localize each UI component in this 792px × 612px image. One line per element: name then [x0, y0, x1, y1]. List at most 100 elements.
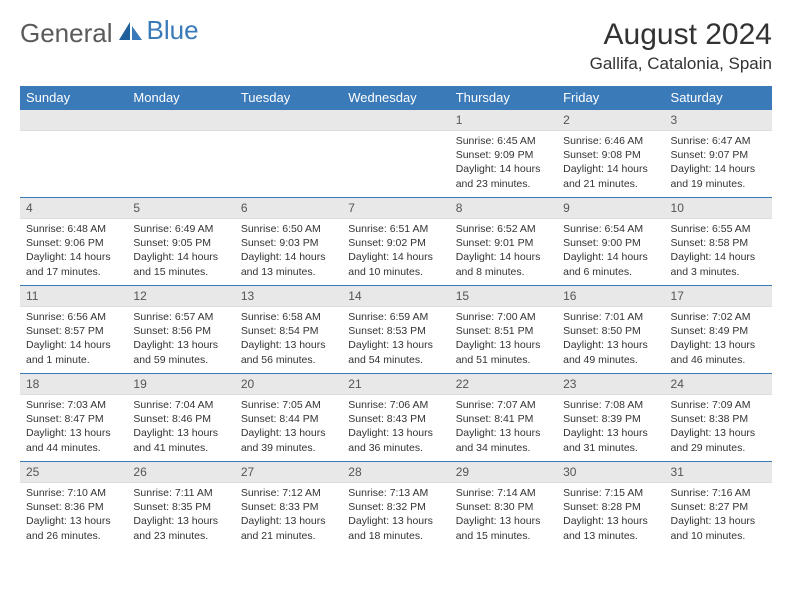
day-number: 16	[557, 286, 664, 307]
day-number: 25	[20, 462, 127, 483]
sunrise-line: Sunrise: 6:51 AM	[348, 222, 443, 236]
sunrise-line: Sunrise: 7:00 AM	[456, 310, 551, 324]
day-number: 1	[450, 110, 557, 131]
empty-day-num	[20, 110, 127, 131]
day-body: Sunrise: 6:50 AMSunset: 9:03 PMDaylight:…	[235, 219, 342, 283]
day-body: Sunrise: 7:06 AMSunset: 8:43 PMDaylight:…	[342, 395, 449, 459]
sunset-line: Sunset: 8:38 PM	[671, 412, 766, 426]
day-body: Sunrise: 7:11 AMSunset: 8:35 PMDaylight:…	[127, 483, 234, 547]
daylight-line: Daylight: 13 hours and 49 minutes.	[563, 338, 658, 366]
day-cell: 18Sunrise: 7:03 AMSunset: 8:47 PMDayligh…	[20, 374, 127, 462]
daylight-line: Daylight: 13 hours and 15 minutes.	[456, 514, 551, 542]
calendar-row: 1Sunrise: 6:45 AMSunset: 9:09 PMDaylight…	[20, 110, 772, 198]
daylight-line: Daylight: 14 hours and 8 minutes.	[456, 250, 551, 278]
day-number: 21	[342, 374, 449, 395]
sunset-line: Sunset: 8:51 PM	[456, 324, 551, 338]
sunset-line: Sunset: 9:00 PM	[563, 236, 658, 250]
dow-saturday: Saturday	[665, 86, 772, 110]
sunset-line: Sunset: 8:46 PM	[133, 412, 228, 426]
sunset-line: Sunset: 9:03 PM	[241, 236, 336, 250]
daylight-line: Daylight: 14 hours and 23 minutes.	[456, 162, 551, 190]
day-number: 26	[127, 462, 234, 483]
day-number: 27	[235, 462, 342, 483]
day-cell: 28Sunrise: 7:13 AMSunset: 8:32 PMDayligh…	[342, 462, 449, 550]
daylight-line: Daylight: 13 hours and 51 minutes.	[456, 338, 551, 366]
daylight-line: Daylight: 13 hours and 18 minutes.	[348, 514, 443, 542]
sunrise-line: Sunrise: 6:56 AM	[26, 310, 121, 324]
sunset-line: Sunset: 8:39 PM	[563, 412, 658, 426]
daylight-line: Daylight: 13 hours and 34 minutes.	[456, 426, 551, 454]
day-body: Sunrise: 7:16 AMSunset: 8:27 PMDaylight:…	[665, 483, 772, 547]
day-body: Sunrise: 6:52 AMSunset: 9:01 PMDaylight:…	[450, 219, 557, 283]
day-number: 4	[20, 198, 127, 219]
daylight-line: Daylight: 13 hours and 46 minutes.	[671, 338, 766, 366]
sunrise-line: Sunrise: 7:10 AM	[26, 486, 121, 500]
day-body: Sunrise: 6:59 AMSunset: 8:53 PMDaylight:…	[342, 307, 449, 371]
day-cell	[20, 110, 127, 198]
day-cell: 31Sunrise: 7:16 AMSunset: 8:27 PMDayligh…	[665, 462, 772, 550]
daylight-line: Daylight: 14 hours and 21 minutes.	[563, 162, 658, 190]
day-number: 29	[450, 462, 557, 483]
sunset-line: Sunset: 9:02 PM	[348, 236, 443, 250]
dow-wednesday: Wednesday	[342, 86, 449, 110]
day-body: Sunrise: 6:46 AMSunset: 9:08 PMDaylight:…	[557, 131, 664, 195]
day-cell: 27Sunrise: 7:12 AMSunset: 8:33 PMDayligh…	[235, 462, 342, 550]
day-number: 7	[342, 198, 449, 219]
sunrise-line: Sunrise: 7:04 AM	[133, 398, 228, 412]
day-body: Sunrise: 6:51 AMSunset: 9:02 PMDaylight:…	[342, 219, 449, 283]
day-cell: 3Sunrise: 6:47 AMSunset: 9:07 PMDaylight…	[665, 110, 772, 198]
daylight-line: Daylight: 14 hours and 3 minutes.	[671, 250, 766, 278]
day-body: Sunrise: 6:45 AMSunset: 9:09 PMDaylight:…	[450, 131, 557, 195]
day-body: Sunrise: 7:02 AMSunset: 8:49 PMDaylight:…	[665, 307, 772, 371]
logo: General Blue	[20, 18, 199, 49]
day-body: Sunrise: 7:07 AMSunset: 8:41 PMDaylight:…	[450, 395, 557, 459]
daylight-line: Daylight: 13 hours and 36 minutes.	[348, 426, 443, 454]
sunset-line: Sunset: 8:56 PM	[133, 324, 228, 338]
day-cell	[127, 110, 234, 198]
logo-text-general: General	[20, 18, 113, 49]
location: Gallifa, Catalonia, Spain	[590, 54, 772, 74]
daylight-line: Daylight: 14 hours and 1 minute.	[26, 338, 121, 366]
calendar-row: 25Sunrise: 7:10 AMSunset: 8:36 PMDayligh…	[20, 462, 772, 550]
day-cell: 22Sunrise: 7:07 AMSunset: 8:41 PMDayligh…	[450, 374, 557, 462]
day-cell: 25Sunrise: 7:10 AMSunset: 8:36 PMDayligh…	[20, 462, 127, 550]
daylight-line: Daylight: 13 hours and 41 minutes.	[133, 426, 228, 454]
empty-day-num	[342, 110, 449, 131]
calendar-row: 18Sunrise: 7:03 AMSunset: 8:47 PMDayligh…	[20, 374, 772, 462]
day-cell: 4Sunrise: 6:48 AMSunset: 9:06 PMDaylight…	[20, 198, 127, 286]
day-cell: 26Sunrise: 7:11 AMSunset: 8:35 PMDayligh…	[127, 462, 234, 550]
day-number: 14	[342, 286, 449, 307]
sunrise-line: Sunrise: 7:03 AM	[26, 398, 121, 412]
sunset-line: Sunset: 9:07 PM	[671, 148, 766, 162]
sunrise-line: Sunrise: 7:13 AM	[348, 486, 443, 500]
sunrise-line: Sunrise: 7:08 AM	[563, 398, 658, 412]
daylight-line: Daylight: 13 hours and 54 minutes.	[348, 338, 443, 366]
sunrise-line: Sunrise: 7:05 AM	[241, 398, 336, 412]
calendar-table: Sunday Monday Tuesday Wednesday Thursday…	[20, 86, 772, 550]
day-cell: 24Sunrise: 7:09 AMSunset: 8:38 PMDayligh…	[665, 374, 772, 462]
header: General Blue August 2024 Gallifa, Catalo…	[20, 18, 772, 74]
sunset-line: Sunset: 8:41 PM	[456, 412, 551, 426]
sunset-line: Sunset: 9:06 PM	[26, 236, 121, 250]
sunrise-line: Sunrise: 6:45 AM	[456, 134, 551, 148]
daylight-line: Daylight: 13 hours and 26 minutes.	[26, 514, 121, 542]
dow-sunday: Sunday	[20, 86, 127, 110]
logo-text-blue: Blue	[147, 15, 199, 46]
day-body: Sunrise: 7:15 AMSunset: 8:28 PMDaylight:…	[557, 483, 664, 547]
day-body: Sunrise: 7:14 AMSunset: 8:30 PMDaylight:…	[450, 483, 557, 547]
day-cell: 30Sunrise: 7:15 AMSunset: 8:28 PMDayligh…	[557, 462, 664, 550]
daylight-line: Daylight: 14 hours and 17 minutes.	[26, 250, 121, 278]
daylight-line: Daylight: 13 hours and 13 minutes.	[563, 514, 658, 542]
sunset-line: Sunset: 9:05 PM	[133, 236, 228, 250]
daylight-line: Daylight: 14 hours and 6 minutes.	[563, 250, 658, 278]
title-block: August 2024 Gallifa, Catalonia, Spain	[590, 18, 772, 74]
daylight-line: Daylight: 13 hours and 23 minutes.	[133, 514, 228, 542]
day-number: 2	[557, 110, 664, 131]
day-cell: 11Sunrise: 6:56 AMSunset: 8:57 PMDayligh…	[20, 286, 127, 374]
day-body: Sunrise: 6:54 AMSunset: 9:00 PMDaylight:…	[557, 219, 664, 283]
day-body: Sunrise: 7:10 AMSunset: 8:36 PMDaylight:…	[20, 483, 127, 547]
day-body: Sunrise: 7:05 AMSunset: 8:44 PMDaylight:…	[235, 395, 342, 459]
day-body: Sunrise: 6:47 AMSunset: 9:07 PMDaylight:…	[665, 131, 772, 195]
day-body: Sunrise: 6:58 AMSunset: 8:54 PMDaylight:…	[235, 307, 342, 371]
dow-row: Sunday Monday Tuesday Wednesday Thursday…	[20, 86, 772, 110]
